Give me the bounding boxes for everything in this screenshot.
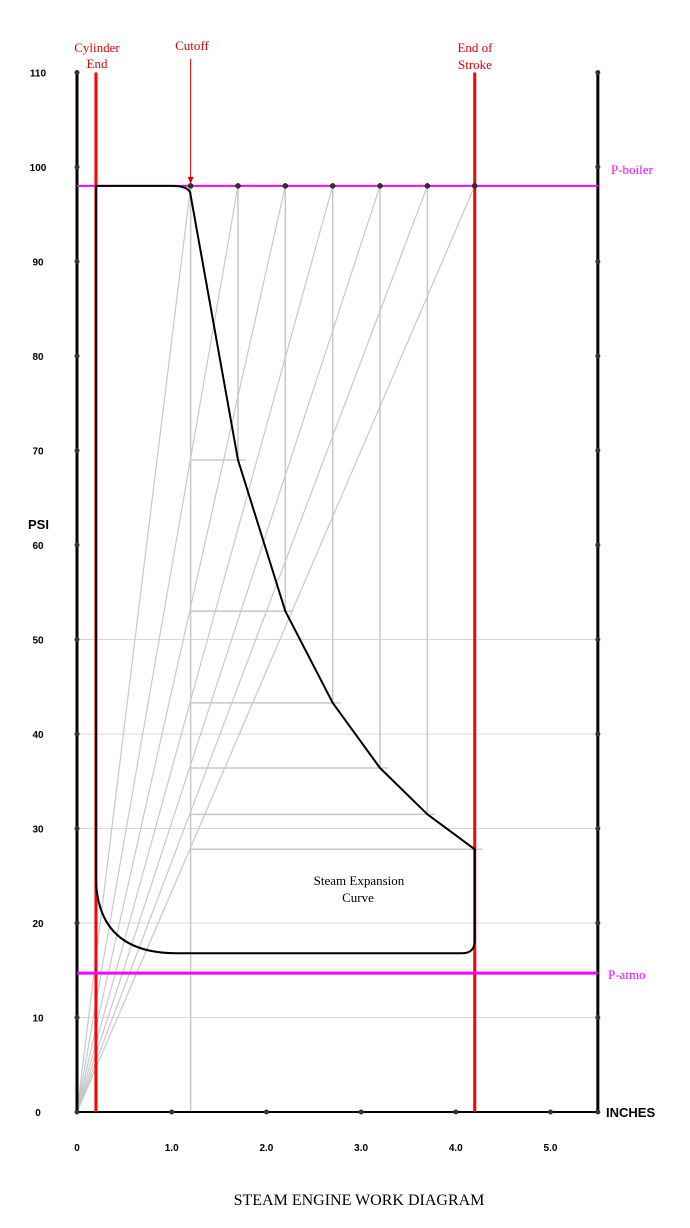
- x-axis-dot: [453, 1109, 459, 1115]
- end-of-stroke-label-line2: Stroke: [458, 57, 492, 72]
- x-axis-title: INCHES: [606, 1105, 655, 1120]
- y-tick-label: 20: [32, 919, 44, 930]
- x-tick-label: 4.0: [449, 1143, 463, 1154]
- construction-ray: [76, 185, 334, 1113]
- construction-ray: [76, 185, 476, 1113]
- x-axis-dot: [358, 1109, 364, 1115]
- right-axis-dot: [595, 259, 601, 264]
- right-axis-dot: [595, 448, 601, 453]
- y-tick-label: 50: [32, 636, 44, 647]
- y-tick-label: 70: [32, 447, 44, 458]
- boiler-point-marker: [424, 183, 431, 189]
- right-axis-dot: [595, 826, 601, 831]
- y-tick-label: 40: [32, 730, 44, 741]
- p-boiler-label: P-boiler: [611, 162, 654, 177]
- p-atmo-label: P-atmo: [608, 967, 646, 982]
- boiler-point-marker: [235, 183, 241, 189]
- y-axis-dot: [74, 542, 80, 548]
- markers: [74, 70, 601, 1115]
- right-axis-dot: [595, 1109, 601, 1115]
- y-axis-dot: [74, 920, 80, 926]
- grid-lines: [77, 639, 598, 1018]
- y-tick-label: 90: [32, 258, 44, 269]
- boiler-point-marker: [471, 183, 478, 189]
- construction-ray: [76, 185, 286, 1113]
- construction-ray: [76, 185, 239, 1113]
- y-tick-label: 30: [32, 825, 44, 836]
- right-axis-dot: [595, 1015, 601, 1020]
- y-axis-dot: [74, 448, 80, 453]
- x-tick-label: 0: [74, 1143, 80, 1154]
- y-tick-label: 0: [35, 1108, 41, 1119]
- indicator-curve: [94, 184, 476, 955]
- y-tick-label: 100: [30, 163, 47, 174]
- x-axis-dot: [548, 1109, 553, 1115]
- y-tick-label: 80: [32, 352, 44, 363]
- x-axis-dot: [169, 1109, 175, 1115]
- boiler-point-marker: [329, 183, 336, 189]
- x-axis-dot: [263, 1109, 269, 1115]
- y-axis-dot: [74, 164, 80, 170]
- right-axis-dot: [595, 731, 601, 737]
- y-axis-dot: [74, 70, 80, 75]
- right-axis-dot: [595, 920, 601, 926]
- cylinder-end-label-line1: Cylinder: [74, 40, 120, 55]
- y-axis-dot: [74, 259, 80, 264]
- boiler-point-marker: [187, 183, 194, 189]
- y-axis-dot: [74, 826, 80, 831]
- x-tick-label: 5.0: [544, 1143, 558, 1154]
- y-tick-label: 60: [32, 541, 44, 552]
- y-axis-dot: [74, 1015, 80, 1020]
- construction-ray: [76, 185, 428, 1113]
- expansion-note-line1: Steam Expansion: [314, 873, 405, 888]
- boiler-point-marker: [282, 183, 289, 189]
- end-of-stroke-label-line1: End of: [457, 40, 493, 55]
- x-tick-label: 2.0: [259, 1143, 273, 1154]
- y-tick-label: 10: [32, 1014, 44, 1025]
- tick-labels: 0 10 20 30 40 50 60 70 80 90 100 110 0 1.0 2.0 3.0 4.0 5.…: [30, 69, 558, 1155]
- construction-ray: [76, 185, 381, 1113]
- y-axis-dot: [74, 1109, 80, 1115]
- cutoff-label: Cutoff: [175, 38, 209, 53]
- x-tick-label: 1.0: [165, 1143, 179, 1154]
- y-axis-dot: [74, 353, 80, 359]
- right-axis-dot: [595, 353, 601, 359]
- y-axis-title: PSI: [28, 517, 49, 532]
- indicator-curve-group: [94, 184, 476, 955]
- expansion-note-line2: Curve: [342, 890, 374, 905]
- cylinder-end-label-line2: End: [87, 56, 108, 71]
- right-axis-dot: [595, 637, 601, 642]
- cutoff-arrowhead: [187, 176, 194, 184]
- right-axis-dot: [595, 164, 601, 170]
- right-axis-dot: [595, 70, 601, 75]
- right-axis-dot: [595, 542, 601, 548]
- boiler-point-marker: [377, 183, 383, 189]
- diagram-caption: STEAM ENGINE WORK DIAGRAM: [234, 1192, 485, 1209]
- y-axis-dot: [74, 637, 80, 642]
- x-tick-label: 3.0: [354, 1143, 368, 1154]
- y-tick-label: 110: [30, 69, 47, 80]
- y-axis-dot: [74, 731, 80, 737]
